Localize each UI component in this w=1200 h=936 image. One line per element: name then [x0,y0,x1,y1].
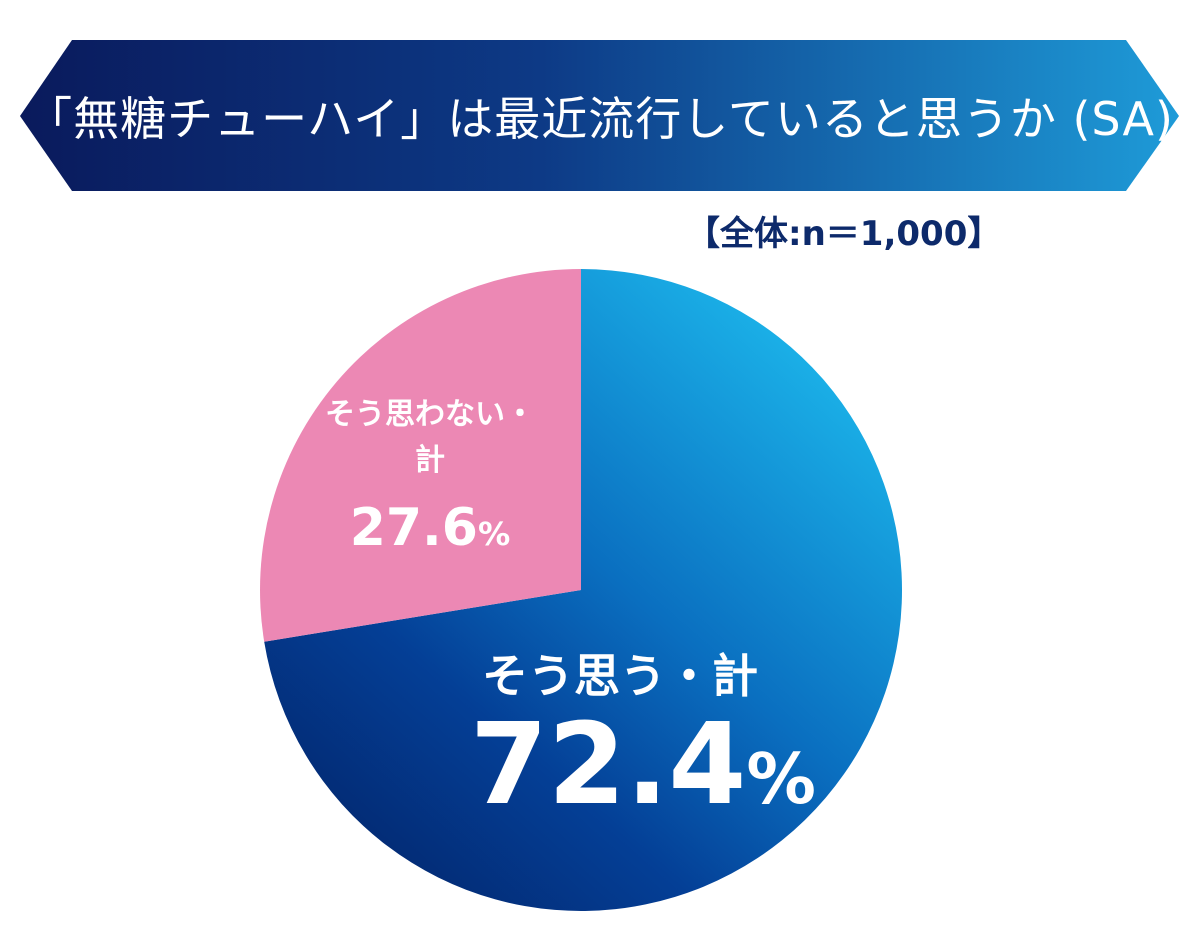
sample-size-note: 【全体:n＝1,000】 [686,214,1002,254]
title-banner [20,40,1179,191]
slice-negative-label-line1: そう思わない・ [325,397,535,432]
slice-negative-number: 27.6 [349,498,478,558]
slice-positive-number: 72.4 [470,700,747,830]
slice-negative-label: そう思わない・ 計 [300,392,560,484]
chart-title: 「無糖チューハイ」は最近流行していると思うか (SA) [26,91,1174,146]
slice-negative-unit: % [478,515,511,553]
slice-negative-value: 27.6% [300,498,560,558]
slice-positive [264,269,903,911]
slice-negative-label-line2: 計 [415,443,445,478]
slice-negative [260,269,581,642]
slice-positive-value: 72.4% [470,700,816,830]
slice-positive-unit: % [746,740,816,820]
slice-positive-label: そう思う・計 [482,649,758,703]
